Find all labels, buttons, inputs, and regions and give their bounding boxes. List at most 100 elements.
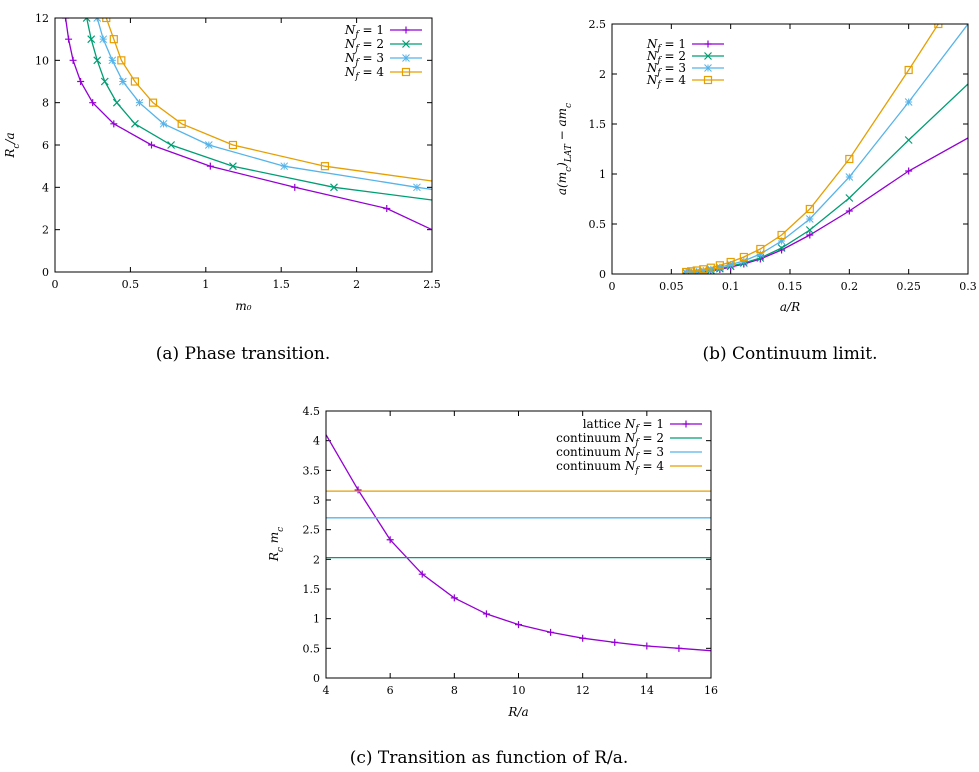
data-point — [756, 250, 765, 258]
label-part: c — [276, 547, 286, 552]
data-point — [87, 35, 96, 44]
legend-symbol: N — [624, 417, 636, 431]
data-point — [354, 486, 362, 494]
x-tick-label: 10 — [512, 684, 526, 697]
data-point — [682, 267, 691, 274]
label-part: c — [564, 103, 574, 108]
legend-symbol: N — [344, 51, 356, 65]
legend-marker — [402, 40, 410, 48]
data-point — [805, 215, 814, 223]
y-tick-label: 1 — [599, 168, 606, 181]
data-point — [905, 167, 913, 175]
data-point — [93, 56, 102, 65]
legend-symbol: N — [344, 23, 356, 37]
data-point — [845, 173, 854, 181]
y-axis-label: a(mc)LAT − amc — [555, 103, 574, 195]
x-tick-label: 4 — [323, 684, 330, 697]
legend-value: = 3 — [359, 51, 384, 65]
legend-value: = 2 — [661, 49, 686, 63]
data-point — [148, 98, 158, 107]
legend-symbol: N — [624, 459, 636, 473]
legend-value: = 2 — [639, 431, 664, 445]
legend-subscript: f — [634, 452, 640, 462]
y-tick-label: 0 — [313, 672, 320, 685]
y-tick-label: 4.5 — [303, 405, 321, 418]
legend-marker — [402, 54, 410, 62]
label-part: LAT — [564, 143, 574, 163]
data-point — [69, 56, 77, 64]
label-part: c — [276, 527, 286, 532]
legend-subscript: f — [354, 58, 360, 68]
data-point — [904, 136, 913, 144]
legend-symbol: N — [624, 431, 636, 445]
y-tick-label: 2 — [313, 553, 320, 566]
plot-area — [682, 24, 968, 274]
legend-marker — [682, 420, 690, 428]
series-line-4 — [105, 18, 432, 182]
data-point — [82, 18, 91, 22]
data-point — [280, 162, 289, 171]
plot-frame — [54, 17, 433, 273]
legend-prefix: continuum — [556, 431, 625, 445]
y-tick-label: 0 — [42, 266, 49, 279]
x-tick-label: 6 — [387, 684, 394, 697]
data-point — [65, 35, 73, 43]
legend-value: = 3 — [661, 61, 686, 75]
legend-value: = 1 — [639, 417, 664, 431]
x-axis-label: R/a — [507, 705, 528, 719]
data-point — [450, 594, 458, 602]
legend-prefix: continuum — [556, 459, 625, 473]
data-point — [845, 194, 854, 202]
y-tick-label: 0.5 — [303, 642, 321, 655]
legend-label-3: continuum Nf = 3 — [556, 445, 664, 462]
data-point — [130, 119, 139, 128]
x-tick-label: 14 — [640, 684, 654, 697]
legend-label-3: Nf = 3 — [344, 51, 384, 68]
data-point — [687, 268, 696, 274]
legend-label-3: Nf = 3 — [646, 61, 686, 78]
legend-marker — [704, 52, 712, 60]
y-tick-label: 2.5 — [589, 18, 607, 31]
series-line-3 — [686, 24, 968, 274]
data-point — [611, 638, 619, 646]
data-point — [715, 261, 724, 270]
x-tick-label: 8 — [451, 684, 458, 697]
data-point — [119, 77, 127, 86]
y-tick-label: 12 — [35, 12, 49, 25]
label-part: R — [3, 149, 17, 159]
label-part: c — [12, 144, 22, 149]
data-point — [108, 56, 117, 65]
legend-label-4: Nf = 4 — [646, 73, 687, 90]
y-axis-label: Rc/a — [3, 132, 22, 158]
legend-value: = 4 — [661, 73, 687, 87]
legend-subscript: f — [656, 68, 662, 78]
x-tick-label: 0.1 — [722, 280, 740, 293]
legend-subscript: f — [634, 424, 640, 434]
data-point — [100, 77, 109, 86]
legend-label-1: Nf = 1 — [344, 23, 384, 40]
series-line-3 — [96, 18, 432, 191]
legend-value: = 1 — [359, 23, 384, 37]
data-point — [130, 77, 140, 86]
legend-marker — [704, 40, 712, 48]
legend-value: = 4 — [639, 459, 665, 473]
y-tick-label: 4 — [313, 435, 320, 448]
data-point — [167, 141, 176, 149]
y-tick-label: 0.5 — [589, 218, 607, 231]
data-point — [806, 231, 814, 239]
x-tick-label: 0.2 — [841, 280, 859, 293]
data-point — [482, 610, 490, 618]
y-tick-label: 2 — [599, 68, 606, 81]
x-tick-label: 16 — [704, 684, 718, 697]
legend-label-2: continuum Nf = 2 — [556, 431, 664, 448]
label-part: a(m — [555, 172, 569, 195]
y-tick-label: 2.5 — [303, 524, 321, 537]
data-point — [177, 119, 186, 128]
data-point — [706, 263, 715, 272]
data-point — [135, 98, 144, 107]
x-tick-label: 2 — [353, 278, 360, 291]
y-tick-label: 1.5 — [303, 583, 321, 596]
data-point — [692, 267, 701, 274]
data-point — [706, 265, 715, 274]
label-part: c — [564, 167, 574, 172]
